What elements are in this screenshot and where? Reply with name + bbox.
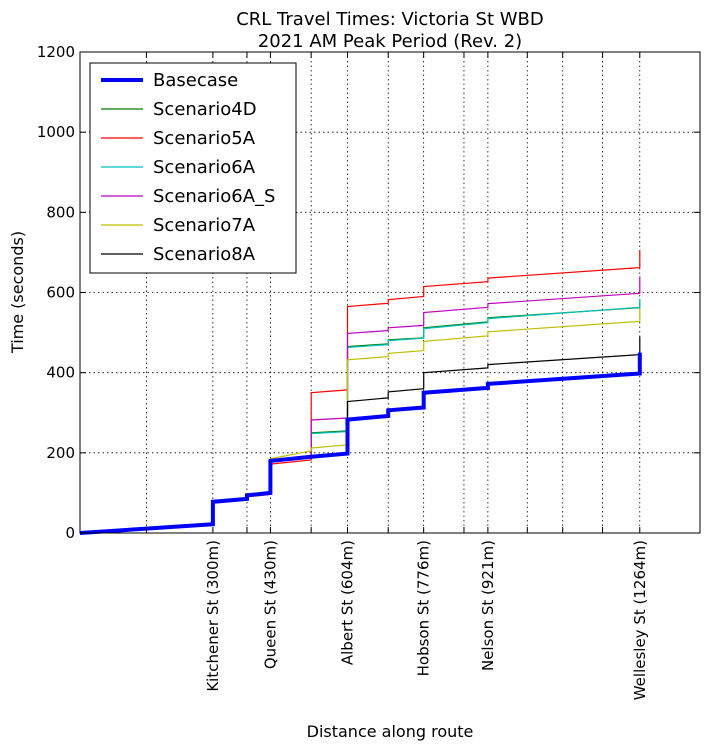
legend-entry: Scenario6A_S	[153, 186, 275, 207]
legend-entry: Scenario5A	[153, 128, 256, 149]
y-tick-label: 600	[46, 284, 75, 302]
legend-entry: Scenario4D	[153, 99, 257, 120]
series-line-scenario8a	[79, 336, 641, 534]
y-tick-label: 0	[65, 524, 75, 542]
y-tick-label: 1200	[37, 43, 75, 61]
series-line-scenario7a	[79, 308, 641, 534]
y-tick-label: 800	[46, 203, 75, 221]
chart-title-line-1: CRL Travel Times: Victoria St WBD	[236, 9, 544, 30]
x-tick-label: Albert St (604m)	[338, 540, 356, 665]
legend-entry: Scenario6A	[153, 157, 256, 178]
legend-entry: Basecase	[153, 70, 238, 91]
x-tick-label: Queen St (430m)	[261, 540, 279, 669]
series-lines	[79, 250, 642, 535]
legend: Basecase Scenario4D Scenario5A Scenario6A Sc…	[89, 62, 297, 274]
x-tick-label: Kitchener St (300m)	[204, 540, 222, 692]
x-axis-label: Distance along route	[307, 722, 474, 741]
legend-entry: Scenario8A	[153, 244, 256, 265]
chart-title-line-2: 2021 AM Peak Period (Rev. 2)	[258, 31, 522, 52]
series-line-scenario6a	[79, 298, 641, 534]
y-tick-label: 1000	[37, 123, 75, 141]
series-line-basecase	[79, 352, 642, 535]
legend-box	[89, 62, 297, 274]
legend-entry: Scenario7A	[153, 215, 256, 236]
x-axis-ticks: Kitchener St (300m) Queen St (430m) Albert…	[145, 52, 649, 700]
y-tick-label: 400	[46, 364, 75, 382]
series-line-scenario6a-s	[79, 276, 641, 534]
x-tick-label: Nelson St (921m)	[479, 540, 497, 671]
x-tick-label: Wellesley St (1264m)	[631, 540, 649, 700]
y-axis-label: Time (seconds)	[8, 231, 27, 354]
x-tick-label: Hobson St (776m)	[415, 540, 433, 676]
y-axis-ticks: 0 200 400 600 800 1000 1200	[37, 43, 700, 542]
y-tick-label: 200	[46, 444, 75, 462]
